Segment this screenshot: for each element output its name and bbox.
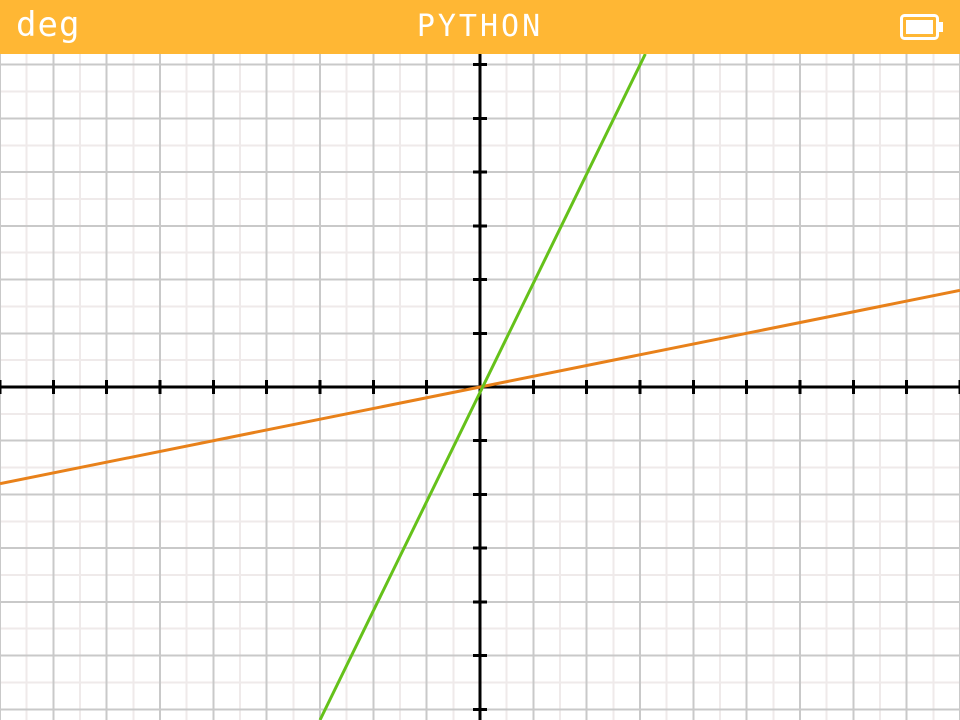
angle-mode-indicator: deg xyxy=(16,5,81,45)
battery-full-icon xyxy=(900,14,943,40)
series-line-2 xyxy=(318,54,647,720)
plot-area xyxy=(0,54,960,720)
title-bar: deg PYTHON xyxy=(0,0,960,54)
curves xyxy=(0,54,960,720)
series-line-1 xyxy=(0,288,960,486)
app-title: PYTHON xyxy=(416,9,544,44)
